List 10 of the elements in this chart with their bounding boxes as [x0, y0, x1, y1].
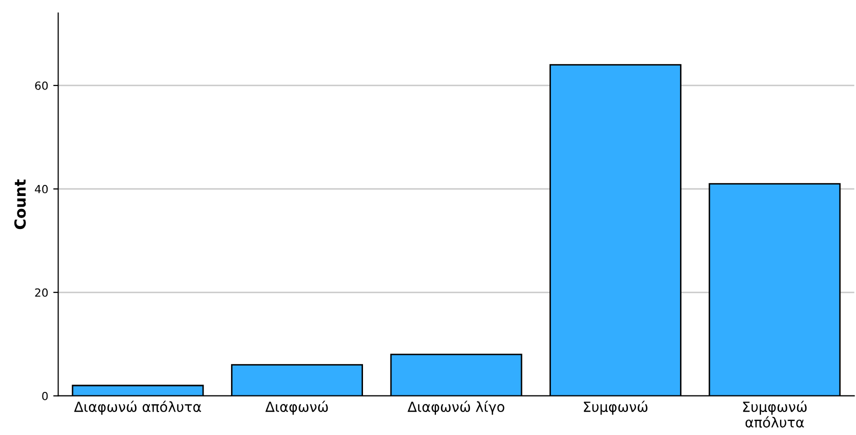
y-tick-label: 0: [42, 392, 48, 400]
y-tick-label: 20: [35, 288, 48, 297]
y-tick-label: 40: [34, 184, 48, 194]
x-tick-label: Συμφωνώ: [584, 400, 648, 415]
x-tick-label: Διαφωνώ: [265, 400, 328, 415]
y-axis-title: Count: [14, 179, 26, 230]
x-tick-label: Διαφωνώ λίγο: [408, 400, 504, 415]
x-tick-label: Διαφωνώ απόλυτα: [74, 400, 202, 415]
x-tick-label: Συμφωνώ απόλυτα: [743, 400, 807, 428]
y-tick-label: 60: [35, 81, 48, 90]
